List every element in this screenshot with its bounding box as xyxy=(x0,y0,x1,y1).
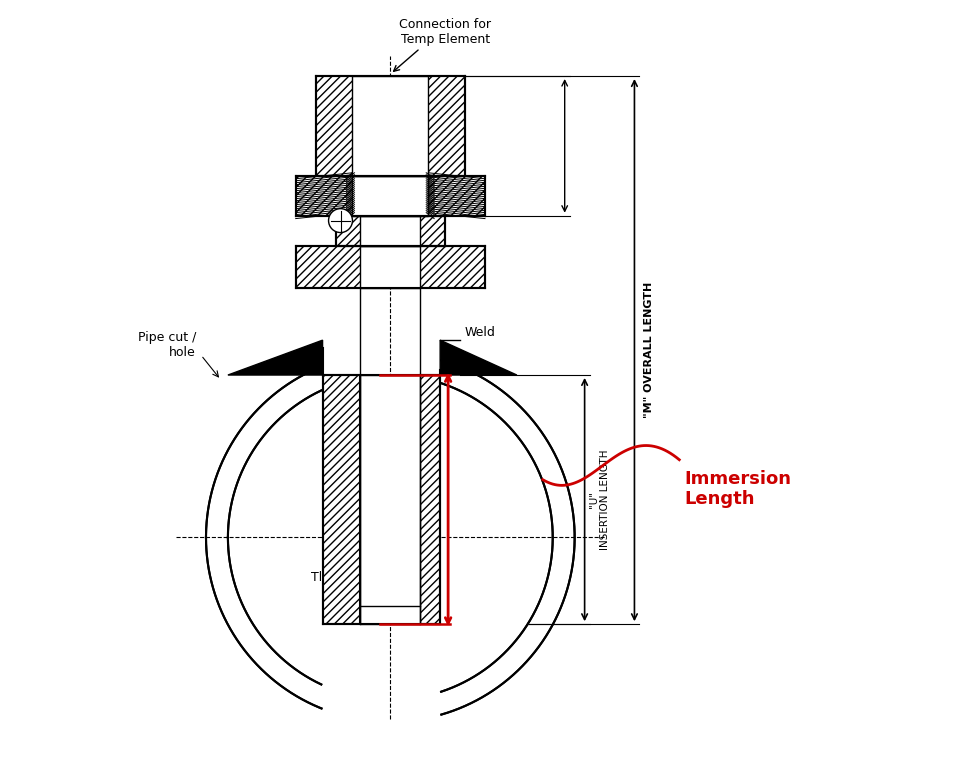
Text: Thermowell: Thermowell xyxy=(310,571,383,584)
Polygon shape xyxy=(420,375,440,624)
Polygon shape xyxy=(335,216,445,246)
Polygon shape xyxy=(360,216,420,246)
Polygon shape xyxy=(353,176,429,216)
Text: Connection for
Temp Element: Connection for Temp Element xyxy=(399,18,491,46)
Polygon shape xyxy=(228,340,323,375)
Text: Immersion
Length: Immersion Length xyxy=(684,470,791,508)
Polygon shape xyxy=(296,246,485,288)
Circle shape xyxy=(228,375,553,700)
Polygon shape xyxy=(353,76,429,176)
Polygon shape xyxy=(360,246,420,288)
Text: Pipe cut /
hole: Pipe cut / hole xyxy=(137,331,196,359)
Text: "U"
INSERTION LENGTH: "U" INSERTION LENGTH xyxy=(589,450,610,550)
Circle shape xyxy=(329,209,353,233)
Polygon shape xyxy=(440,340,517,375)
Polygon shape xyxy=(206,353,575,721)
Circle shape xyxy=(228,375,553,700)
Text: "M" OVERALL LENGTH: "M" OVERALL LENGTH xyxy=(645,282,654,418)
Polygon shape xyxy=(321,343,460,732)
Polygon shape xyxy=(315,76,465,176)
Polygon shape xyxy=(296,176,485,216)
Polygon shape xyxy=(206,353,575,721)
Polygon shape xyxy=(323,375,360,624)
Text: Weld: Weld xyxy=(465,326,496,339)
Polygon shape xyxy=(360,375,420,624)
